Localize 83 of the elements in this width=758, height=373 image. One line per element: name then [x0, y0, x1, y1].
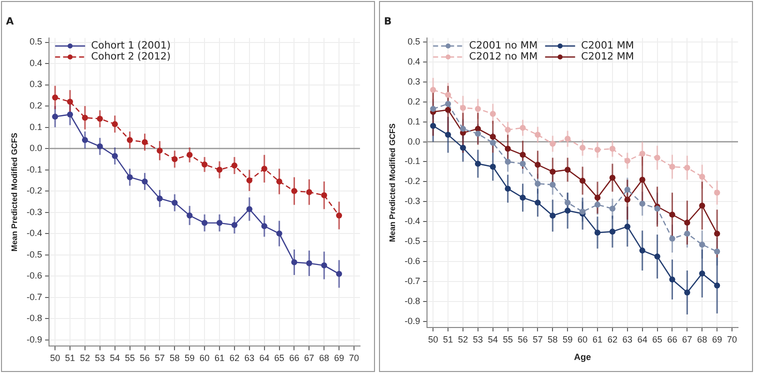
y-tick-label: -0.8 [26, 313, 42, 324]
x-tick-label: 67 [304, 353, 314, 364]
y-axis-title: Mean Predicted Modified GCFS [10, 132, 20, 252]
x-tick-label: 62 [607, 334, 618, 344]
x-tick-label: 64 [259, 353, 270, 364]
x-tick-label: 54 [110, 353, 120, 364]
y-tick-label: 0.5 [408, 36, 420, 46]
y-tick-label: 0.1 [30, 122, 42, 132]
x-tick-label: 54 [488, 334, 498, 344]
x-tick-label: 66 [667, 334, 678, 344]
y-tick-label: 0.0 [30, 143, 42, 154]
x-tick-label: 60 [200, 353, 210, 364]
x-tick-label: 57 [154, 353, 165, 364]
y-tick-label: 0.2 [30, 100, 42, 110]
x-tick-label: 69 [334, 353, 344, 364]
x-tick-label: 60 [578, 334, 588, 344]
y-tick-label: -0.2 [26, 186, 42, 196]
legend-label: C2001 no MM [469, 40, 538, 52]
y-tick-label: 0.1 [408, 116, 420, 126]
x-tick-label: 59 [562, 334, 573, 344]
x-tick-label: 58 [548, 334, 558, 344]
y-tick-label: -0.2 [404, 176, 420, 186]
x-tick-label: 55 [502, 334, 513, 344]
x-tick-label: 63 [622, 334, 632, 344]
x-tick-label: 52 [80, 353, 90, 364]
x-tick-label: 52 [458, 334, 468, 344]
x-tick-label: 61 [214, 353, 225, 364]
y-tick-label: 0.3 [30, 79, 42, 90]
x-tick-label: 59 [184, 353, 195, 364]
y-tick-label: -0.5 [404, 236, 420, 246]
y-tick-label: 0.4 [30, 58, 42, 68]
chart-title: B [384, 16, 392, 28]
legend-label: C2012 no MM [469, 52, 538, 63]
y-tick-label: 0.2 [408, 96, 420, 106]
chart-title: A [6, 16, 14, 28]
y-tick-label: 0.3 [408, 76, 420, 86]
x-tick-label: 68 [697, 334, 708, 344]
legend-label: Cohort 2 (2012) [91, 52, 171, 63]
x-tick-label: 51 [443, 334, 454, 344]
y-tick-label: -0.3 [26, 206, 42, 217]
x-tick-label: 65 [652, 334, 662, 344]
y-axis-title: Mean Predicted Modified GCFS [388, 122, 398, 242]
legend-label: C2012 MM [581, 52, 634, 63]
y-tick-label: -0.6 [26, 270, 42, 281]
y-tick-label: -0.7 [404, 276, 420, 286]
y-tick-label: -0.9 [26, 334, 42, 344]
y-tick-label: -0.3 [404, 196, 420, 206]
y-tick-label: -0.4 [26, 228, 42, 238]
x-tick-label: 56 [140, 353, 150, 364]
x-tick-label: 50 [428, 334, 438, 344]
x-tick-label: 70 [349, 353, 360, 364]
y-tick-label: -0.5 [26, 249, 42, 260]
y-tick-label: -0.7 [26, 292, 42, 302]
x-tick-label: 64 [637, 334, 648, 344]
legend-label: Cohort 1 (2001) [91, 40, 171, 52]
y-tick-label: -0.8 [404, 296, 420, 306]
y-tick-label: 0.0 [408, 136, 420, 146]
x-axis-title: Age [574, 352, 592, 362]
legend-label: C2001 MM [581, 40, 634, 52]
y-tick-label: -0.4 [404, 216, 420, 226]
x-tick-label: 53 [94, 353, 105, 364]
x-tick-label: 69 [712, 334, 722, 344]
y-tick-label: 0.5 [30, 36, 42, 47]
y-tick-label: -0.1 [404, 156, 420, 166]
x-tick-label: 61 [592, 334, 603, 344]
y-tick-label: -0.1 [26, 164, 42, 174]
x-tick-label: 67 [682, 334, 692, 344]
x-tick-label: 70 [727, 334, 738, 344]
x-tick-label: 55 [124, 353, 135, 364]
x-tick-label: 53 [472, 334, 483, 344]
x-tick-label: 66 [289, 353, 300, 364]
x-tick-label: 57 [532, 334, 543, 344]
x-tick-label: 62 [229, 353, 240, 364]
x-tick-label: 63 [244, 353, 254, 364]
x-tick-label: 50 [50, 353, 60, 364]
x-tick-label: 56 [518, 334, 528, 344]
x-tick-label: 65 [274, 353, 284, 364]
x-tick-label: 68 [319, 353, 330, 364]
y-tick-label: 0.4 [408, 56, 420, 66]
x-tick-label: 51 [65, 353, 76, 364]
x-tick-label: 58 [170, 353, 180, 364]
y-tick-label: -0.6 [404, 256, 420, 266]
y-tick-label: -0.9 [404, 316, 420, 326]
